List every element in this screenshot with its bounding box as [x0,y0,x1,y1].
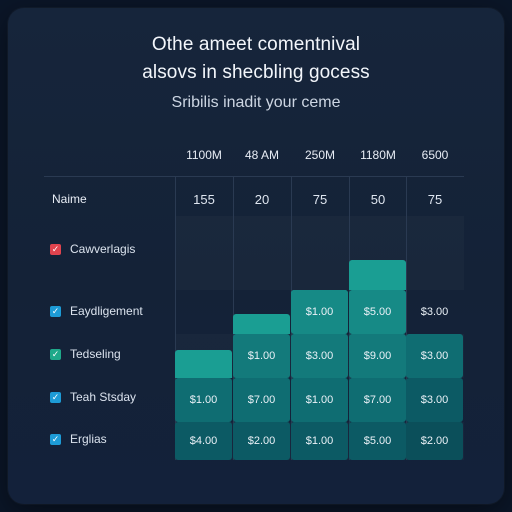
table-cell[interactable]: $5.00 [349,422,406,460]
grid-line [406,176,407,460]
checkbox-icon[interactable]: ✓ [50,348,61,360]
table-cell[interactable]: $1.00 [291,378,348,422]
schedule-table: 1100M 48 AM 250M 1180M 6500 Naime 155 20… [44,136,464,460]
header-value: 75 [312,192,328,207]
row-label: Eaydligement [70,304,143,318]
list-item[interactable]: ✓ Erglias [50,430,107,448]
table-cell[interactable]: $4.00 [175,422,232,460]
table-cell[interactable]: $5.00 [349,290,406,334]
row-label: Erglias [70,432,107,446]
step-bar [349,260,406,290]
header-value: 50 [370,192,386,207]
list-item[interactable]: ✓ Eaydligement [50,302,143,320]
list-item[interactable]: ✓ Cawverlagis [50,240,135,258]
header-value: 155 [193,192,215,207]
column-header: 1180M [360,148,396,162]
column-header: 48 AM [244,148,280,162]
table-row-band [175,216,464,290]
row-label: Teah Stsday [70,390,137,404]
column-header: 6500 [421,148,449,162]
grid-line [175,176,176,460]
table-cell[interactable]: $7.00 [349,378,406,422]
page-subtitle: Sribilis inadit your ceme [171,94,341,111]
table-cell[interactable]: $2.00 [233,422,290,460]
table-cell[interactable]: $3.00 [406,334,463,378]
table-cell[interactable]: $3.00 [406,378,463,422]
row-label: Cawverlagis [70,242,136,256]
table-cell[interactable]: $3.00 [420,306,449,318]
row-label: Tedseling [70,347,121,361]
page-title-line1: Othe ameet comentnival [151,34,361,55]
step-bar [233,314,290,334]
checkbox-icon[interactable]: ✓ [50,243,61,255]
checkbox-icon[interactable]: ✓ [50,391,61,403]
column-header: 1100M [186,148,222,162]
name-column-header: Naime [52,192,87,206]
list-item[interactable]: ✓ Teah Stsday [50,388,136,406]
table-cell[interactable]: $1.00 [291,290,348,334]
table-cell[interactable]: $2.00 [406,422,463,460]
table-cell[interactable]: $9.00 [349,334,406,378]
step-bar [175,350,232,378]
table-cell[interactable]: $1.00 [233,334,290,378]
table-cell[interactable]: $7.00 [233,378,290,422]
list-item[interactable]: ✓ Tedseling [50,345,121,363]
page-title-line2: alsovs in shecbling gocess [142,62,370,83]
header-divider [44,176,464,177]
column-header: 250M [304,148,336,162]
header-value: 20 [254,192,270,207]
checkbox-icon[interactable]: ✓ [50,305,61,317]
table-cell[interactable]: $1.00 [291,422,348,460]
table-cell[interactable]: $3.00 [291,334,348,378]
header-value: 75 [427,192,443,207]
table-cell[interactable]: $1.00 [175,378,232,422]
checkbox-icon[interactable]: ✓ [50,433,61,445]
